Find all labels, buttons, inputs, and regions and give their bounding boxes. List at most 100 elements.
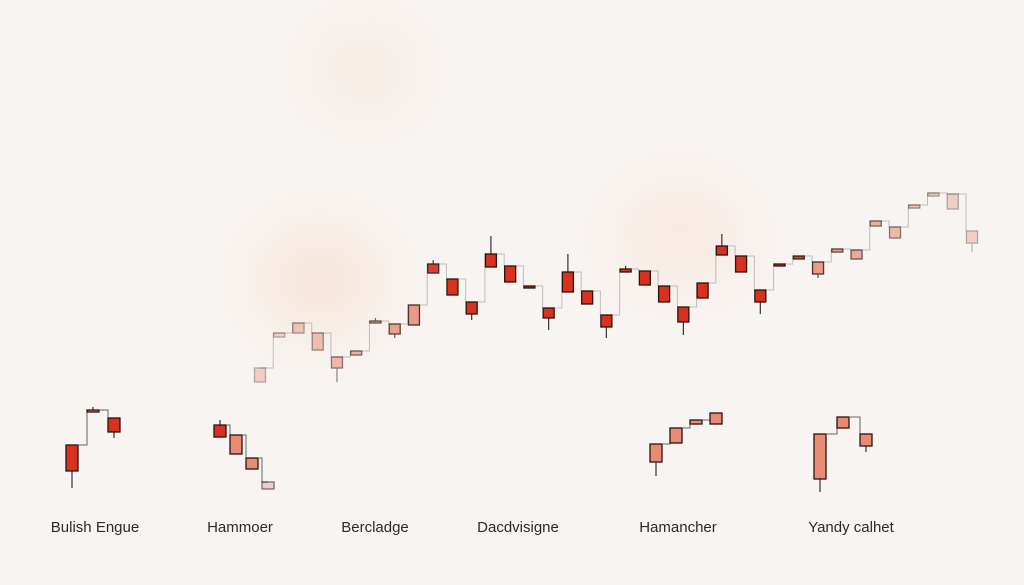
candle (831, 248, 844, 253)
candle (427, 260, 440, 274)
candle (273, 332, 286, 338)
candle-body (657, 285, 671, 303)
candle-body (734, 255, 748, 273)
candle (696, 282, 709, 299)
candle (859, 433, 873, 452)
candle-body (792, 255, 805, 260)
candle-body (213, 424, 227, 438)
candle (65, 444, 79, 488)
candle-body (850, 249, 863, 260)
candle (869, 220, 882, 227)
candle (86, 407, 100, 413)
candle (792, 255, 805, 260)
candle-body (649, 443, 663, 463)
candle (689, 419, 703, 425)
candle (311, 332, 324, 351)
candle-body (350, 350, 363, 356)
candle-body (427, 263, 440, 274)
candle-body (273, 332, 286, 338)
candle (213, 420, 227, 438)
pattern-step-line (99, 409, 114, 419)
candle-body (715, 245, 728, 256)
pattern-label: Dacdvisigne (477, 519, 559, 536)
candle (107, 417, 121, 438)
candle (523, 285, 536, 289)
candle-body (465, 301, 478, 315)
candle (811, 261, 825, 278)
candle (619, 266, 632, 273)
candle-body (330, 356, 344, 369)
candle-body (811, 261, 825, 275)
candle (446, 278, 459, 296)
candle (965, 230, 979, 252)
pattern-label: Hamancher (639, 519, 717, 536)
candle-body (561, 271, 575, 293)
candle (754, 289, 767, 314)
pattern-label: Yandy calhet (808, 519, 894, 536)
candle-body (946, 193, 959, 210)
pattern-step-line (226, 424, 236, 436)
candle (261, 481, 275, 490)
candle-body (107, 417, 121, 433)
candle-body (908, 204, 921, 209)
candle-body (504, 265, 517, 283)
candle (836, 416, 850, 429)
candle (350, 350, 363, 356)
candle-body (446, 278, 459, 296)
candle (407, 304, 421, 326)
candle-body (696, 282, 709, 299)
pattern-step-line (849, 416, 866, 435)
pattern-step-line (242, 434, 252, 459)
candle (369, 318, 382, 324)
candle-body (388, 323, 401, 335)
candle-body (86, 409, 100, 413)
candle (330, 356, 344, 382)
candle-body (292, 322, 305, 334)
candle-body (689, 419, 703, 425)
background-blur (260, 230, 380, 330)
pattern-step-line (78, 409, 93, 446)
candle-body (600, 314, 613, 328)
candle-body (253, 367, 267, 383)
candle-body (619, 268, 632, 273)
candle-body (65, 444, 79, 472)
candle-body (523, 285, 536, 289)
candle-body (638, 270, 652, 286)
pattern-label: Bulish Engue (50, 519, 140, 536)
pattern-label: Hammoer (207, 519, 273, 536)
background-blur (320, 30, 410, 110)
candle-body (261, 481, 275, 490)
step-line (260, 192, 967, 369)
candle-body (484, 253, 498, 268)
candle (600, 314, 613, 338)
pattern-label: Bercladge (341, 519, 409, 536)
candle (229, 434, 243, 455)
candle-body (407, 304, 421, 326)
candle (908, 204, 921, 209)
candle (888, 226, 902, 239)
candle-body (831, 248, 844, 253)
candle (709, 412, 723, 425)
candle (734, 255, 748, 273)
candle-body (888, 226, 902, 239)
candle (657, 285, 671, 303)
candle-body (369, 320, 382, 324)
candle-body (542, 307, 555, 319)
candle-body (965, 230, 979, 244)
candle (813, 433, 827, 492)
candle (465, 301, 478, 320)
candle (927, 192, 940, 197)
candle (504, 265, 517, 283)
candle-body (813, 433, 827, 480)
candle (388, 323, 401, 338)
candle-body (580, 290, 594, 305)
candle (292, 322, 305, 334)
background-blur (620, 190, 740, 280)
candle-body (669, 427, 683, 444)
candle (677, 306, 690, 335)
candle (669, 427, 683, 444)
candle-body (836, 416, 850, 429)
candle (253, 367, 267, 383)
candle (946, 193, 959, 210)
candle-body (677, 306, 690, 323)
